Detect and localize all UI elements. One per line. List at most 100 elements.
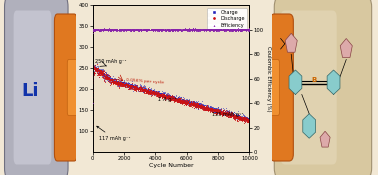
Point [180, 99, 186, 102]
Point [145, 91, 151, 94]
Point [177, 28, 183, 31]
Point [234, 115, 240, 118]
Point [220, 28, 226, 31]
Point [134, 86, 140, 89]
Point [173, 28, 179, 31]
Point [185, 100, 191, 103]
Point [209, 108, 215, 111]
Point [242, 117, 248, 120]
Point [129, 28, 135, 31]
Point [237, 117, 243, 119]
Point [107, 81, 113, 84]
Point [102, 75, 108, 77]
Point [194, 103, 200, 106]
Point [112, 78, 118, 81]
Point [153, 93, 159, 96]
Point [228, 29, 234, 32]
Point [114, 82, 120, 85]
Point [100, 29, 106, 32]
Point [157, 28, 163, 31]
Point [175, 98, 181, 101]
Point [146, 89, 152, 92]
Point [215, 108, 222, 111]
Point [90, 87, 96, 90]
Point [102, 75, 108, 78]
Point [188, 102, 194, 105]
Point [203, 28, 209, 31]
Point [128, 83, 134, 86]
Point [121, 28, 127, 30]
Point [129, 85, 135, 88]
Point [165, 28, 171, 31]
Point [208, 107, 214, 110]
Point [121, 83, 127, 86]
Point [245, 120, 251, 123]
Point [190, 101, 196, 104]
Point [232, 29, 238, 31]
Point [104, 78, 110, 81]
Point [113, 27, 119, 30]
Point [165, 94, 171, 97]
Point [96, 73, 102, 75]
Point [146, 89, 152, 92]
Point [122, 29, 129, 32]
Point [98, 29, 104, 31]
Point [183, 100, 189, 103]
Point [193, 101, 199, 103]
Point [181, 98, 187, 101]
Point [228, 28, 234, 31]
Point [196, 105, 202, 108]
Point [217, 108, 223, 111]
Point [212, 108, 218, 111]
Point [220, 111, 226, 114]
Point [232, 116, 239, 119]
Point [167, 96, 174, 99]
Point [110, 80, 116, 83]
Point [199, 106, 205, 108]
Point [241, 117, 247, 120]
Point [230, 115, 236, 118]
Point [244, 28, 250, 31]
Point [201, 29, 207, 31]
Point [194, 101, 200, 104]
Point [195, 103, 201, 106]
Point [168, 94, 174, 97]
Polygon shape [303, 114, 316, 138]
Point [117, 83, 123, 86]
Point [96, 69, 102, 71]
Point [137, 27, 143, 30]
Point [242, 28, 248, 31]
Point [161, 95, 167, 98]
Point [237, 117, 243, 120]
Point [102, 74, 108, 77]
Point [135, 86, 141, 89]
Point [149, 92, 155, 94]
Point [91, 68, 98, 71]
Point [186, 29, 192, 31]
Point [118, 29, 124, 31]
Point [239, 28, 245, 31]
Point [240, 29, 246, 32]
Point [141, 88, 147, 91]
Point [122, 29, 128, 31]
Point [142, 28, 148, 31]
Point [158, 92, 164, 95]
Point [104, 75, 110, 78]
Point [101, 75, 107, 77]
Point [133, 86, 139, 89]
Point [230, 29, 236, 31]
Point [158, 95, 164, 97]
Point [109, 78, 115, 81]
Point [101, 73, 107, 76]
Point [194, 105, 200, 108]
Point [243, 119, 249, 121]
Point [224, 29, 230, 31]
Point [94, 69, 101, 72]
Point [215, 111, 222, 114]
Point [224, 28, 230, 31]
Point [229, 28, 235, 31]
Point [125, 28, 131, 31]
Point [90, 81, 96, 84]
Point [130, 85, 136, 88]
Point [183, 28, 189, 30]
